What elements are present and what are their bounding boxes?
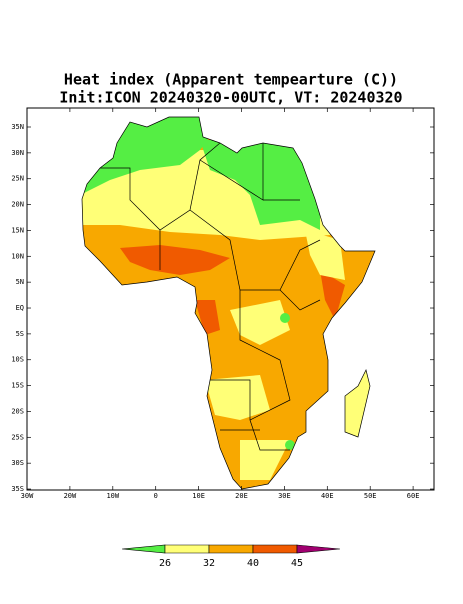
lon-label: 10E bbox=[192, 492, 205, 500]
zone bbox=[280, 313, 290, 323]
colorbar-segment bbox=[208, 544, 254, 554]
subtitle: Init:ICON 20240320-00UTC, VT: 20240320 bbox=[59, 89, 402, 107]
country-borders bbox=[100, 142, 321, 451]
zone bbox=[230, 300, 290, 345]
lat-label: 35S bbox=[11, 485, 24, 493]
lon-label: 0 bbox=[154, 492, 158, 500]
title: Heat index (Apparent tempearture (C)) bbox=[64, 71, 398, 89]
colorbar-segment bbox=[164, 544, 210, 554]
lat-label: 30N bbox=[11, 149, 24, 157]
lat-label: 35N bbox=[11, 123, 24, 131]
colorbar-segment bbox=[252, 544, 298, 554]
lat-label: 20S bbox=[11, 407, 24, 415]
lat-label: 25N bbox=[11, 175, 24, 183]
lon-label: 50E bbox=[364, 492, 377, 500]
lon-label: 20W bbox=[64, 492, 77, 500]
zone bbox=[285, 440, 295, 450]
zone bbox=[320, 270, 345, 320]
zone bbox=[200, 140, 320, 230]
lat-label: 5N bbox=[16, 278, 24, 286]
colorbar-label: 45 bbox=[291, 558, 303, 569]
lon-label: 60E bbox=[407, 492, 420, 500]
lat-label: 25S bbox=[11, 433, 24, 441]
colorbar-label: 40 bbox=[247, 558, 259, 569]
colorbar-segment bbox=[296, 544, 341, 554]
colorbar-label: 26 bbox=[159, 558, 171, 569]
zone bbox=[205, 375, 270, 420]
coastline bbox=[81, 116, 376, 490]
zone bbox=[120, 245, 230, 275]
colorbar-label: 32 bbox=[203, 558, 215, 569]
lon-label: 30W bbox=[21, 492, 34, 500]
lon-label: 20E bbox=[235, 492, 248, 500]
colorbar: 26 32 40 45 bbox=[121, 544, 341, 569]
lat-label: 30S bbox=[11, 459, 24, 467]
lon-label: 10W bbox=[106, 492, 119, 500]
lon-label: 40E bbox=[321, 492, 334, 500]
lat-label: 10N bbox=[11, 252, 24, 260]
madagascar bbox=[344, 368, 371, 438]
lon-label: 30E bbox=[278, 492, 291, 500]
lat-label: 10S bbox=[11, 356, 24, 364]
zone bbox=[195, 300, 220, 335]
lat-label: EQ bbox=[16, 304, 24, 312]
lat-label: 15S bbox=[11, 382, 24, 390]
colorbar-segment bbox=[121, 544, 166, 554]
lat-label: 20N bbox=[11, 201, 24, 209]
lat-label: 15N bbox=[11, 226, 24, 234]
lat-label: 5S bbox=[16, 330, 24, 338]
